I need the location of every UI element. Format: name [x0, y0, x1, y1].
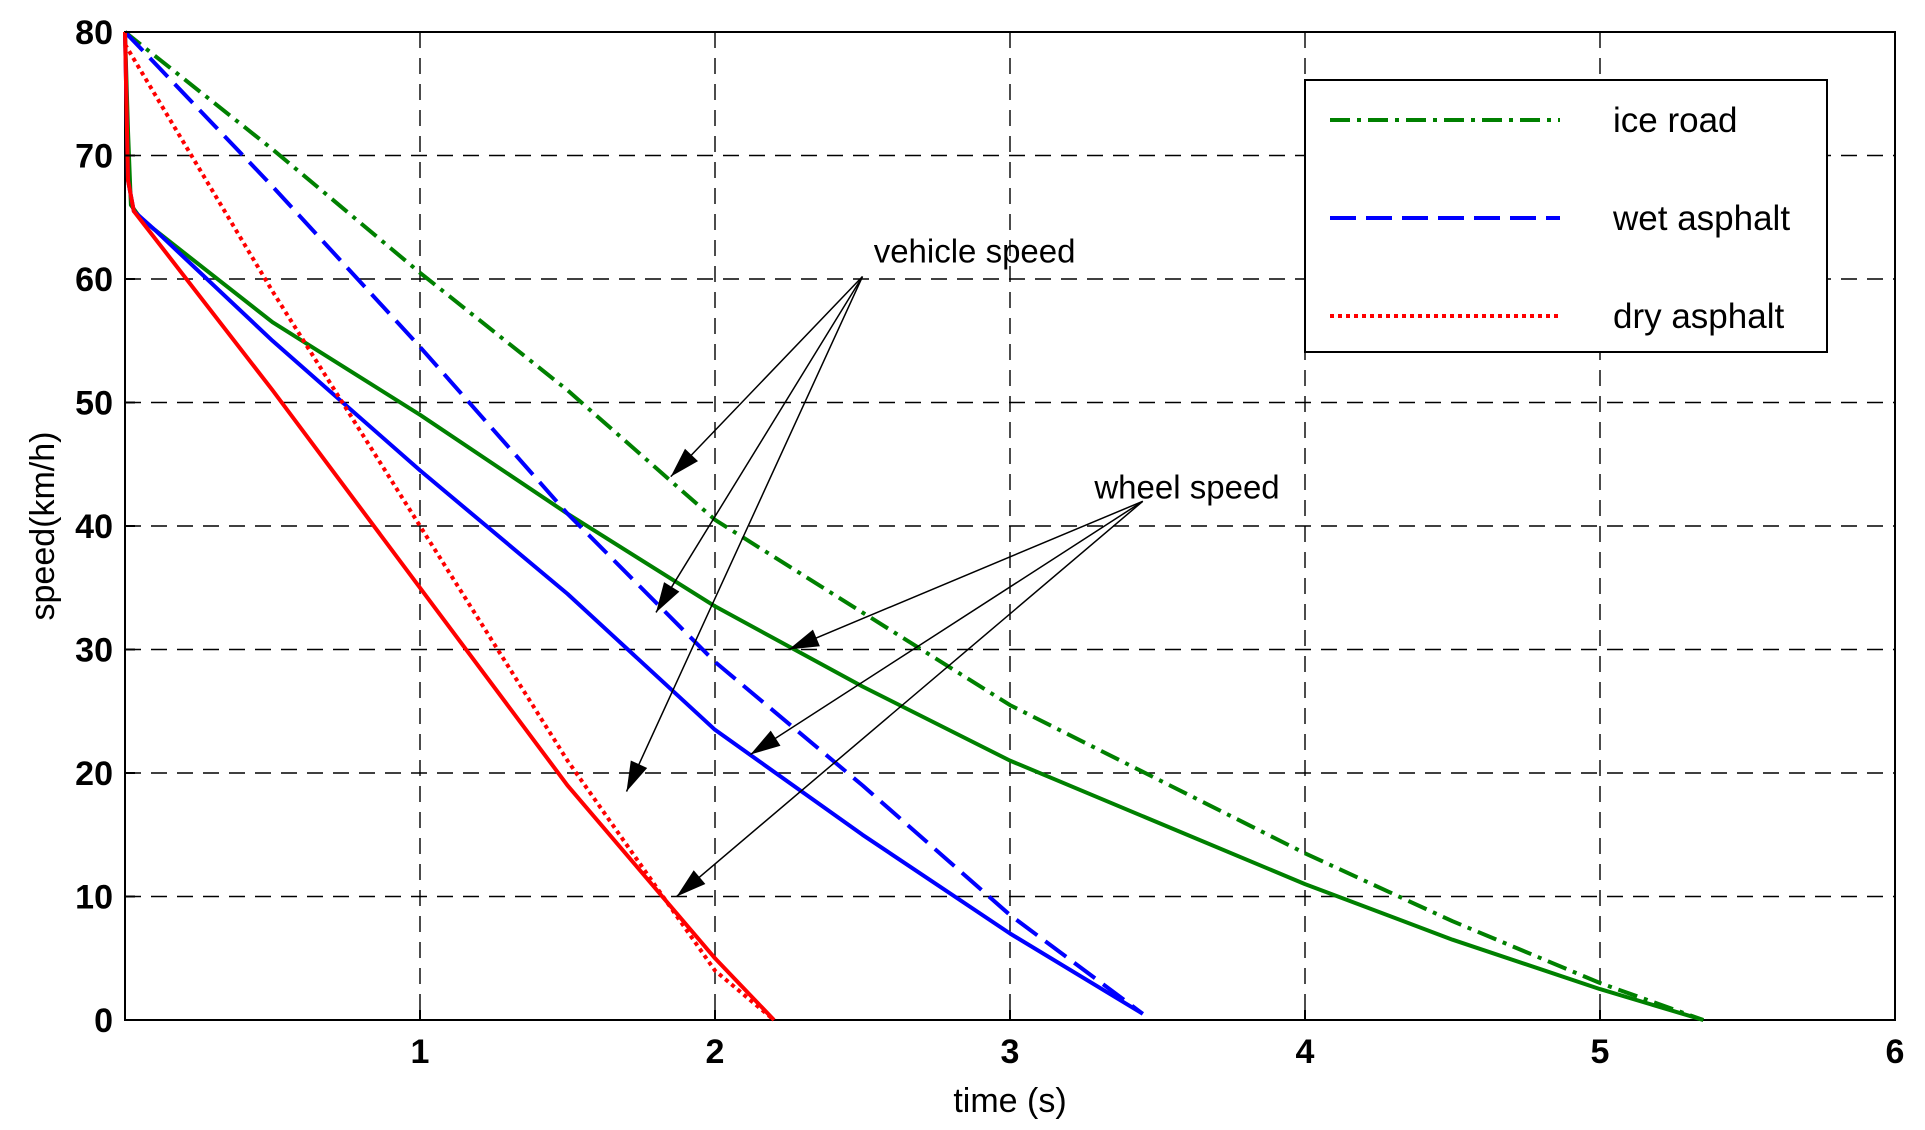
y-tick-label: 40	[75, 508, 113, 546]
annotation-arrow-head	[750, 730, 781, 755]
x-tick-label: 4	[1296, 1033, 1315, 1071]
annotation-arrow-head	[788, 629, 820, 650]
annotation-arrow-line	[788, 500, 1144, 651]
y-tick-label: 20	[75, 755, 113, 793]
legend-label: ice road	[1613, 101, 1738, 140]
annotation-arrow-head	[656, 582, 680, 613]
annotation-arrow-head	[676, 870, 706, 897]
y-tick-label: 50	[75, 385, 113, 423]
y-tick-label: 80	[75, 14, 113, 52]
x-tick-label: 6	[1886, 1033, 1905, 1071]
annotation-arrow-head	[670, 448, 699, 477]
x-tick-label: 1	[411, 1033, 430, 1071]
y-tick-label: 60	[75, 261, 113, 299]
y-tick-label: 70	[75, 138, 113, 176]
y-axis-label: speed(km/h)	[24, 432, 62, 621]
y-tick-label: 10	[75, 879, 113, 917]
x-tick-label: 3	[1001, 1033, 1020, 1071]
y-tick-label: 30	[75, 632, 113, 670]
legend-label: dry asphalt	[1613, 297, 1784, 336]
legend-label: wet asphalt	[1612, 199, 1790, 238]
annotation-arrow-line	[625, 276, 864, 792]
annotation-label: vehicle speed	[874, 233, 1076, 270]
annotation-arrow-line	[655, 276, 864, 613]
x-axis-label: time (s)	[953, 1082, 1066, 1120]
series	[123, 30, 1704, 1022]
annotation-label: wheel speed	[1093, 468, 1279, 505]
annotation-arrow-line	[676, 500, 1144, 898]
annotation-arrow-line	[670, 276, 864, 478]
legend: ice road wet asphalt dry asphalt	[1304, 79, 1828, 353]
y-tick-label: 0	[94, 1002, 113, 1040]
annotation-arrow-head	[626, 760, 648, 792]
series-line-dry-asphalt-wheel-speed	[123, 31, 776, 1022]
x-tick-label: 2	[706, 1033, 725, 1071]
series-line-wet-asphalt-vehicle-speed	[123, 30, 1144, 1016]
series-line-ice-road-vehicle-speed	[123, 30, 1704, 1022]
annotation-arrow-line	[749, 500, 1144, 756]
annotations: vehicle speed wheel speed	[625, 233, 1280, 898]
x-tick-label: 5	[1591, 1033, 1610, 1071]
